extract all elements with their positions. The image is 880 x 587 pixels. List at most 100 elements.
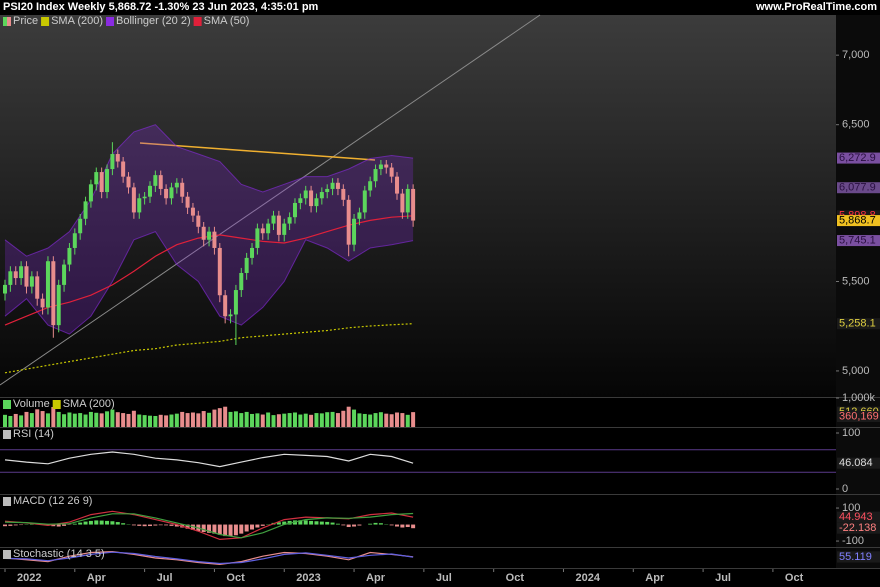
- value-label-box: [837, 235, 880, 247]
- histogram-bar: [341, 524, 346, 526]
- candle-body: [389, 167, 394, 177]
- candle-body: [83, 201, 88, 219]
- volume-bar: [83, 414, 88, 427]
- candle-body: [121, 161, 126, 177]
- volume-bar: [207, 412, 212, 427]
- candle-body: [352, 218, 357, 245]
- candle-body: [266, 223, 271, 234]
- volume-bar: [190, 412, 195, 427]
- histogram-bar: [373, 522, 378, 525]
- value-label: 5,868.7: [839, 214, 876, 226]
- histogram-bar: [147, 524, 152, 527]
- legend-swatch: [7, 17, 11, 26]
- candle-body: [56, 284, 61, 326]
- candle-body: [190, 207, 195, 216]
- candle-body: [400, 193, 405, 213]
- volume-bar: [250, 413, 255, 427]
- candle-body: [110, 154, 115, 170]
- histogram-bar: [169, 524, 174, 526]
- histogram-bar: [309, 520, 314, 525]
- histogram-bar: [8, 524, 13, 526]
- histogram-bar: [228, 524, 233, 537]
- candle-body: [292, 202, 297, 218]
- histogram-bar: [223, 524, 228, 537]
- histogram-bar: [158, 524, 163, 526]
- volume-bar: [384, 413, 389, 427]
- candle-body: [282, 223, 287, 235]
- candle-body: [303, 190, 308, 199]
- volume-bar: [244, 411, 249, 427]
- volume-bar: [405, 414, 410, 427]
- y-tick-label: 7,000: [842, 49, 870, 61]
- candle-body: [8, 271, 13, 285]
- y-tick-label: 0: [842, 483, 848, 495]
- candle-body: [276, 215, 281, 235]
- volume-bar: [78, 413, 83, 427]
- candle-body: [62, 264, 67, 285]
- volume-bar: [255, 413, 260, 427]
- candle-body: [115, 154, 120, 162]
- candle-body: [411, 188, 416, 221]
- histogram-bar: [346, 524, 351, 528]
- candle-body: [158, 175, 163, 189]
- volume-bar: [352, 409, 357, 427]
- candle-body: [384, 164, 389, 168]
- volume-bar: [110, 409, 115, 427]
- legend-swatch: [3, 17, 7, 26]
- volume-bar: [400, 413, 405, 427]
- volume-bar: [131, 410, 136, 427]
- value-label: 55.119: [839, 551, 872, 563]
- candle-body: [341, 188, 346, 200]
- histogram-bar: [244, 524, 249, 532]
- volume-bar: [137, 414, 142, 427]
- volume-bar: [35, 409, 40, 427]
- histogram-bar: [88, 520, 93, 525]
- candle-body: [212, 231, 217, 248]
- value-label: 6,077.9: [839, 182, 876, 194]
- histogram-bar: [201, 524, 206, 532]
- x-tick-label: Jul: [436, 572, 452, 584]
- histogram-bar: [29, 523, 34, 525]
- histogram-bar: [131, 524, 136, 526]
- histogram-bar: [335, 523, 340, 525]
- volume-bar: [330, 411, 335, 427]
- value-label: 5,258.1: [839, 318, 876, 330]
- histogram-bar: [303, 520, 308, 525]
- histogram-bar: [330, 522, 335, 525]
- x-tick-label: 2022: [17, 572, 41, 584]
- candle-body: [346, 199, 351, 245]
- candle-body: [78, 218, 83, 234]
- candle-body: [405, 188, 410, 213]
- volume-bar: [303, 413, 308, 427]
- volume-bar: [335, 413, 340, 427]
- volume-bar: [174, 413, 179, 427]
- volume-bar: [115, 412, 120, 427]
- volume-bar: [19, 415, 24, 427]
- x-tick-label: Apr: [366, 572, 386, 584]
- y-tick-label: 100: [842, 502, 860, 514]
- x-tick-label: Oct: [785, 572, 804, 584]
- histogram-bar: [411, 524, 416, 529]
- candle-body: [233, 290, 238, 315]
- volume-bar: [29, 413, 34, 427]
- histogram-bar: [72, 523, 77, 525]
- histogram-bar: [395, 524, 400, 527]
- indicator-line: [4, 550, 414, 566]
- x-tick-label: Jul: [157, 572, 173, 584]
- volume-bar: [282, 413, 287, 427]
- volume-bar: [164, 415, 169, 427]
- volume-bar: [147, 415, 152, 427]
- histogram-bar: [13, 524, 18, 526]
- candle-body: [35, 276, 40, 299]
- candle-body: [244, 257, 249, 273]
- volume-bar: [126, 413, 131, 427]
- histogram-bar: [83, 521, 88, 525]
- volume-bar: [233, 411, 238, 427]
- histogram-bar: [250, 524, 255, 530]
- volume-bar: [56, 411, 61, 427]
- volume-bar: [341, 410, 346, 427]
- volume-bar: [142, 415, 147, 427]
- volume-bar: [62, 414, 67, 427]
- candle-body: [217, 247, 222, 296]
